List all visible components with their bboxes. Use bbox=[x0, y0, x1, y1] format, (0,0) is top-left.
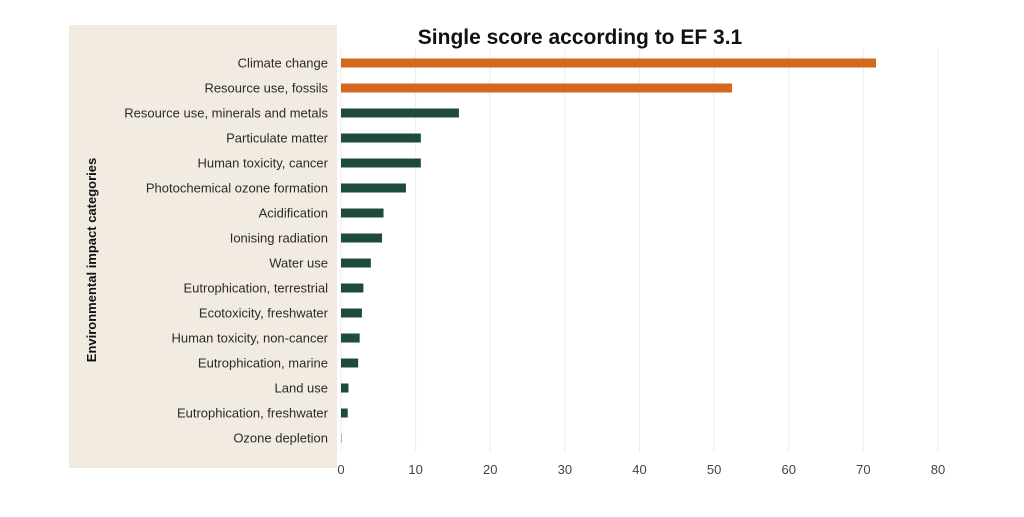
y-axis-label: Environmental impact categories bbox=[84, 158, 99, 362]
category-label: Eutrophication, terrestrial bbox=[183, 281, 328, 296]
bar bbox=[341, 409, 348, 418]
category-label: Water use bbox=[269, 256, 328, 271]
category-label: Resource use, minerals and metals bbox=[124, 106, 328, 121]
bar bbox=[341, 259, 371, 268]
bar bbox=[341, 284, 363, 293]
bar bbox=[341, 234, 382, 243]
category-label: Ecotoxicity, freshwater bbox=[199, 306, 329, 321]
category-label: Ozone depletion bbox=[233, 431, 328, 446]
bar bbox=[341, 84, 732, 93]
bar bbox=[341, 159, 421, 168]
x-tick-label: 80 bbox=[931, 462, 945, 477]
bar bbox=[341, 359, 358, 368]
category-label: Photochemical ozone formation bbox=[146, 181, 328, 196]
category-label: Human toxicity, cancer bbox=[197, 156, 328, 171]
category-label: Climate change bbox=[238, 56, 328, 71]
bar bbox=[341, 384, 348, 393]
category-label: Acidification bbox=[259, 206, 328, 221]
category-label: Ionising radiation bbox=[230, 231, 328, 246]
x-tick-label: 20 bbox=[483, 462, 497, 477]
bar bbox=[341, 134, 421, 143]
bar bbox=[341, 334, 360, 343]
bar bbox=[341, 59, 876, 68]
bar bbox=[341, 309, 362, 318]
category-label: Resource use, fossils bbox=[204, 81, 328, 96]
x-tick-labels: 0 10 20 30 40 50 60 70 80 bbox=[337, 462, 945, 477]
x-tick-label: 50 bbox=[707, 462, 721, 477]
category-label: Particulate matter bbox=[226, 131, 329, 146]
x-tick-label: 0 bbox=[337, 462, 344, 477]
category-label: Human toxicity, non-cancer bbox=[171, 331, 328, 346]
category-label: Land use bbox=[275, 381, 329, 396]
bars bbox=[341, 59, 876, 443]
bar bbox=[341, 109, 459, 118]
x-tick-label: 40 bbox=[632, 462, 646, 477]
x-tick-label: 60 bbox=[782, 462, 796, 477]
bar bbox=[341, 209, 384, 218]
x-tick-label: 30 bbox=[558, 462, 572, 477]
bar bbox=[341, 184, 406, 193]
category-label: Eutrophication, freshwater bbox=[177, 406, 329, 421]
x-tick-label: 10 bbox=[408, 462, 422, 477]
x-tick-label: 70 bbox=[856, 462, 870, 477]
category-label: Eutrophication, marine bbox=[198, 356, 328, 371]
chart-title: Single score according to EF 3.1 bbox=[418, 26, 743, 49]
